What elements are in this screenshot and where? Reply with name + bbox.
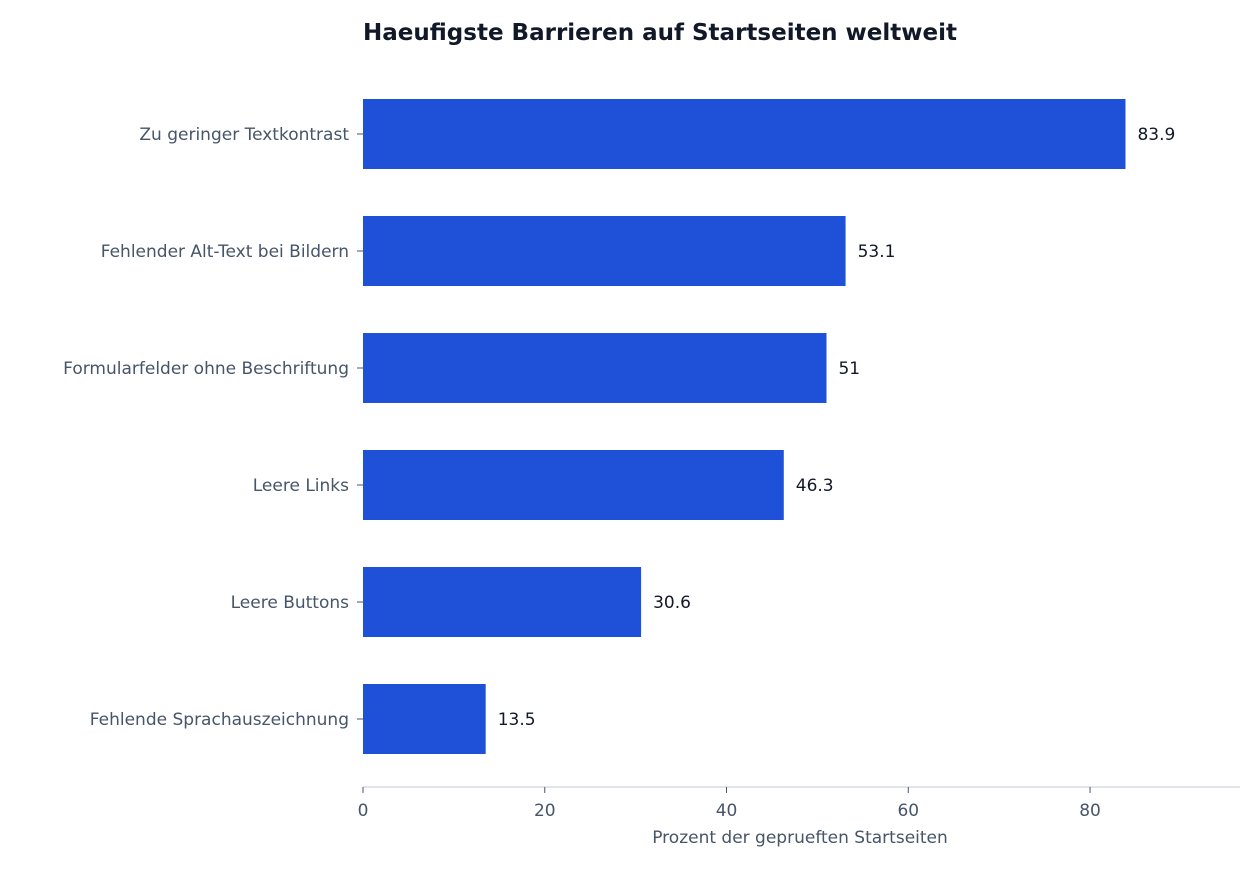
bars-group: 83.9 53.1 51 46.3 30.6 13.5	[363, 99, 1175, 754]
x-tick-label: 80	[1079, 801, 1101, 821]
x-tick-label: 40	[716, 801, 738, 821]
x-axis-ticks: 0 20 40 60 80	[358, 787, 1101, 821]
bar-value-label: 51	[838, 359, 860, 379]
y-tick-label: Leere Links	[253, 476, 349, 496]
chart-title: Haeufigste Barrieren auf Startseiten wel…	[363, 20, 957, 46]
y-tick-label: Fehlende Sprachauszeichnung	[90, 710, 349, 730]
y-tick-label: Formularfelder ohne Beschriftung	[63, 359, 349, 379]
bar-value-label: 83.9	[1137, 125, 1175, 145]
bar-value-label: 13.5	[498, 710, 536, 730]
y-axis-ticks: Zu geringer Textkontrast Fehlender Alt-Te…	[63, 125, 363, 730]
x-tick-label: 60	[897, 801, 919, 821]
x-tick-label: 20	[534, 801, 556, 821]
x-tick-label: 0	[358, 801, 369, 821]
bar-value-label: 46.3	[796, 476, 834, 496]
bar	[363, 450, 784, 520]
bar	[363, 567, 642, 637]
x-axis-label: Prozent der geprueften Startseiten	[652, 828, 948, 848]
bar	[363, 99, 1126, 169]
bar	[363, 684, 486, 754]
bar-value-label: 30.6	[653, 593, 691, 613]
y-tick-label: Fehlender Alt-Text bei Bildern	[101, 242, 349, 262]
y-tick-label: Zu geringer Textkontrast	[139, 125, 349, 145]
y-tick-label: Leere Buttons	[231, 593, 350, 613]
bar	[363, 333, 827, 403]
bar-value-label: 53.1	[858, 242, 896, 262]
bar	[363, 216, 846, 286]
